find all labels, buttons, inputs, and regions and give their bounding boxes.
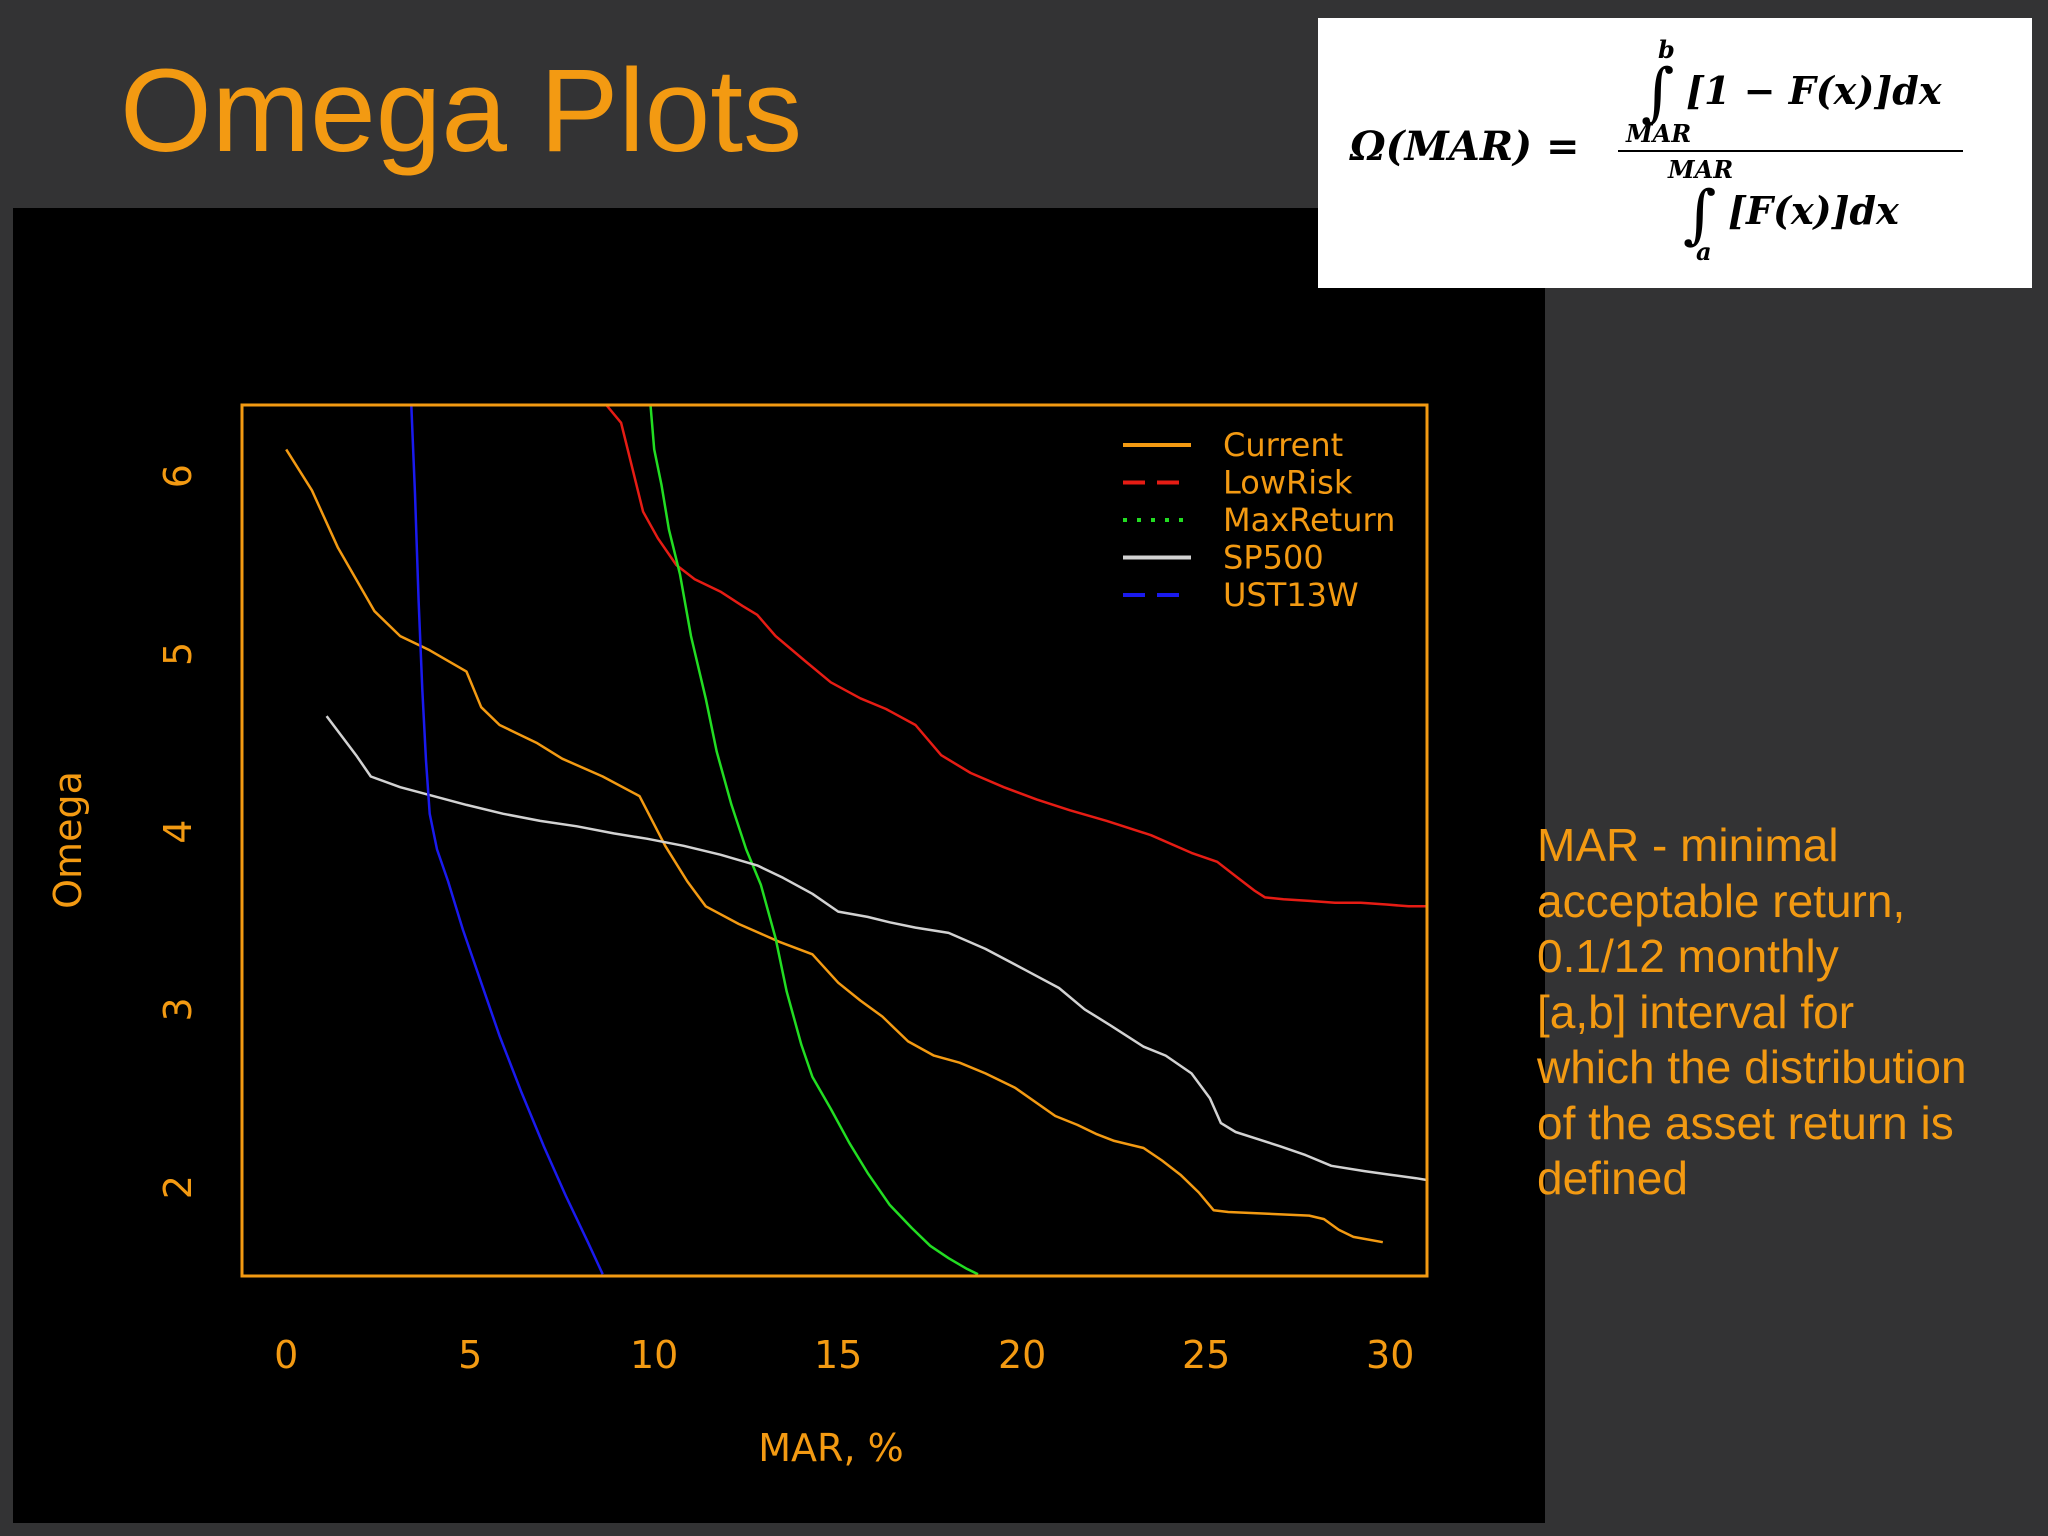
- x-tick-label: 5: [458, 1333, 482, 1377]
- y-tick-label: 2: [156, 1175, 200, 1199]
- note-line: 0.1/12 monthly: [1537, 930, 1839, 982]
- note-line: MAR - minimal: [1537, 819, 1839, 871]
- legend-label: UST13W: [1223, 576, 1359, 614]
- x-tick-label: 20: [998, 1333, 1046, 1377]
- formula-denominator-upper-limit: MAR: [1667, 155, 1733, 184]
- formula-numerator-lower-limit: MAR: [1625, 119, 1691, 148]
- legend-label: LowRisk: [1223, 464, 1353, 502]
- x-axis-ticks: 0 5 10 15 20 25 30: [274, 1333, 1414, 1377]
- formula-lhs: Ω(MAR) =: [1349, 123, 1579, 170]
- series-line-current: [285, 448, 1384, 1244]
- series-layer: [285, 405, 1427, 1276]
- omega-formula: Ω(MAR) = b ∫ [1 − F(x)]dx MAR MAR ∫ [F(x…: [1318, 18, 2032, 288]
- y-axis-ticks: 2 3 4 5 6: [156, 464, 200, 1199]
- legend-label: MaxReturn: [1223, 501, 1395, 539]
- series-line-sp500: [325, 715, 1427, 1182]
- note-line: defined: [1537, 1152, 1688, 1204]
- x-tick-label: 25: [1182, 1333, 1230, 1377]
- x-tick-label: 30: [1366, 1333, 1414, 1377]
- integral-sign-icon: ∫: [1641, 56, 1674, 130]
- y-axis-label: Omega: [46, 771, 90, 909]
- formula-numerator: [1 − F(x)]dx: [1686, 68, 1943, 113]
- y-tick-label: 5: [156, 642, 200, 666]
- formula-upper-limit: b: [1658, 35, 1675, 64]
- y-tick-label: 3: [156, 997, 200, 1021]
- legend-label: SP500: [1223, 539, 1324, 577]
- x-tick-label: 15: [814, 1333, 862, 1377]
- y-tick-label: 6: [156, 464, 200, 488]
- chart-panel: 0 5 10 15 20 25 30 2 3 4 5 6 MAR, % Omega Current L…: [13, 208, 1545, 1523]
- series-line-maxreturn: [649, 405, 979, 1276]
- note-line: which the distribution: [1537, 1041, 1967, 1093]
- slide-title: Omega Plots: [120, 45, 803, 177]
- x-tick-label: 0: [274, 1333, 298, 1377]
- formula-lower-limit: a: [1696, 237, 1712, 266]
- omega-chart: 0 5 10 15 20 25 30 2 3 4 5 6 MAR, % Omega CurrentL…: [46, 403, 1429, 1470]
- x-axis-label: MAR, %: [758, 1426, 903, 1470]
- y-tick-label: 4: [156, 820, 200, 844]
- legend-label: Current: [1223, 426, 1343, 464]
- plot-frame: [240, 403, 1429, 1278]
- x-tick-label: 10: [630, 1333, 678, 1377]
- integral-sign-icon: ∫: [1683, 178, 1716, 252]
- note-line: acceptable return,: [1537, 874, 1906, 927]
- side-note: MAR - minimal acceptable return, 0.1/12 …: [1537, 818, 2027, 1207]
- note-line: [a,b] interval for: [1537, 985, 1855, 1038]
- series-line-ust13w: [410, 405, 604, 1275]
- note-line: of the asset return is: [1537, 1096, 1954, 1149]
- series-line-lowrisk: [605, 405, 1427, 908]
- formula-denominator: [F(x)]dx: [1728, 188, 1900, 233]
